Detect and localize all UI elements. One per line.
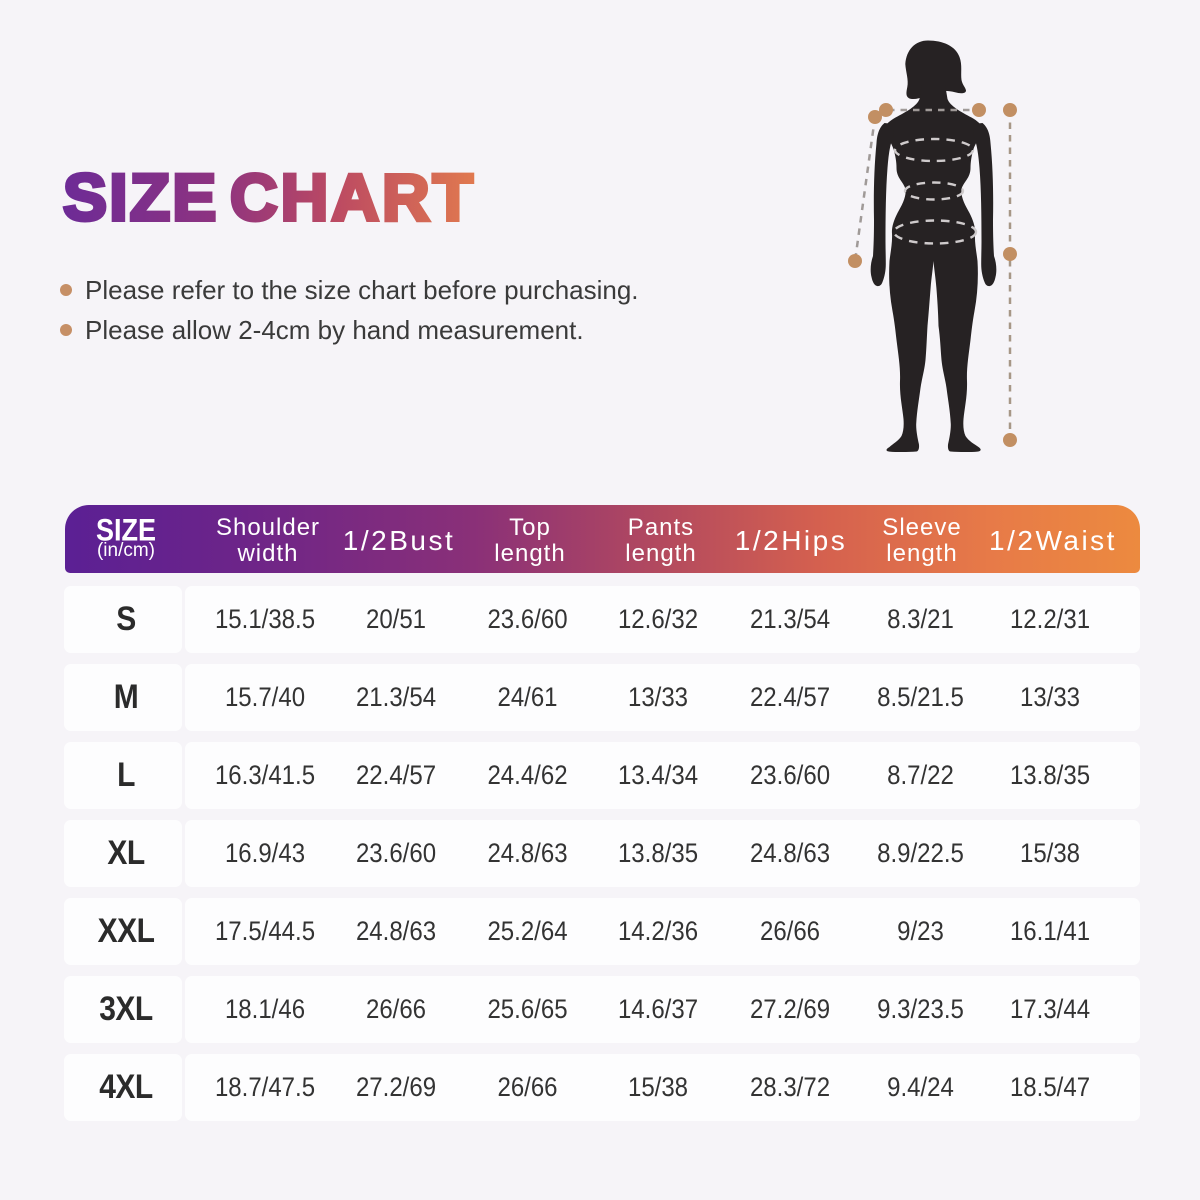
svg-text:CHART: CHART	[230, 160, 476, 232]
svg-text:SIZE: SIZE	[63, 160, 219, 232]
